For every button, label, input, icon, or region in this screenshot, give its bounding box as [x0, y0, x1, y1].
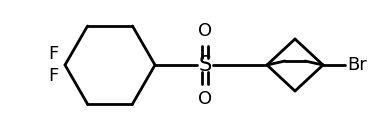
Text: O: O	[198, 90, 212, 108]
Text: S: S	[198, 55, 212, 75]
Text: F: F	[49, 45, 59, 63]
Text: Br: Br	[347, 56, 367, 74]
Text: O: O	[198, 22, 212, 40]
Text: F: F	[49, 67, 59, 85]
